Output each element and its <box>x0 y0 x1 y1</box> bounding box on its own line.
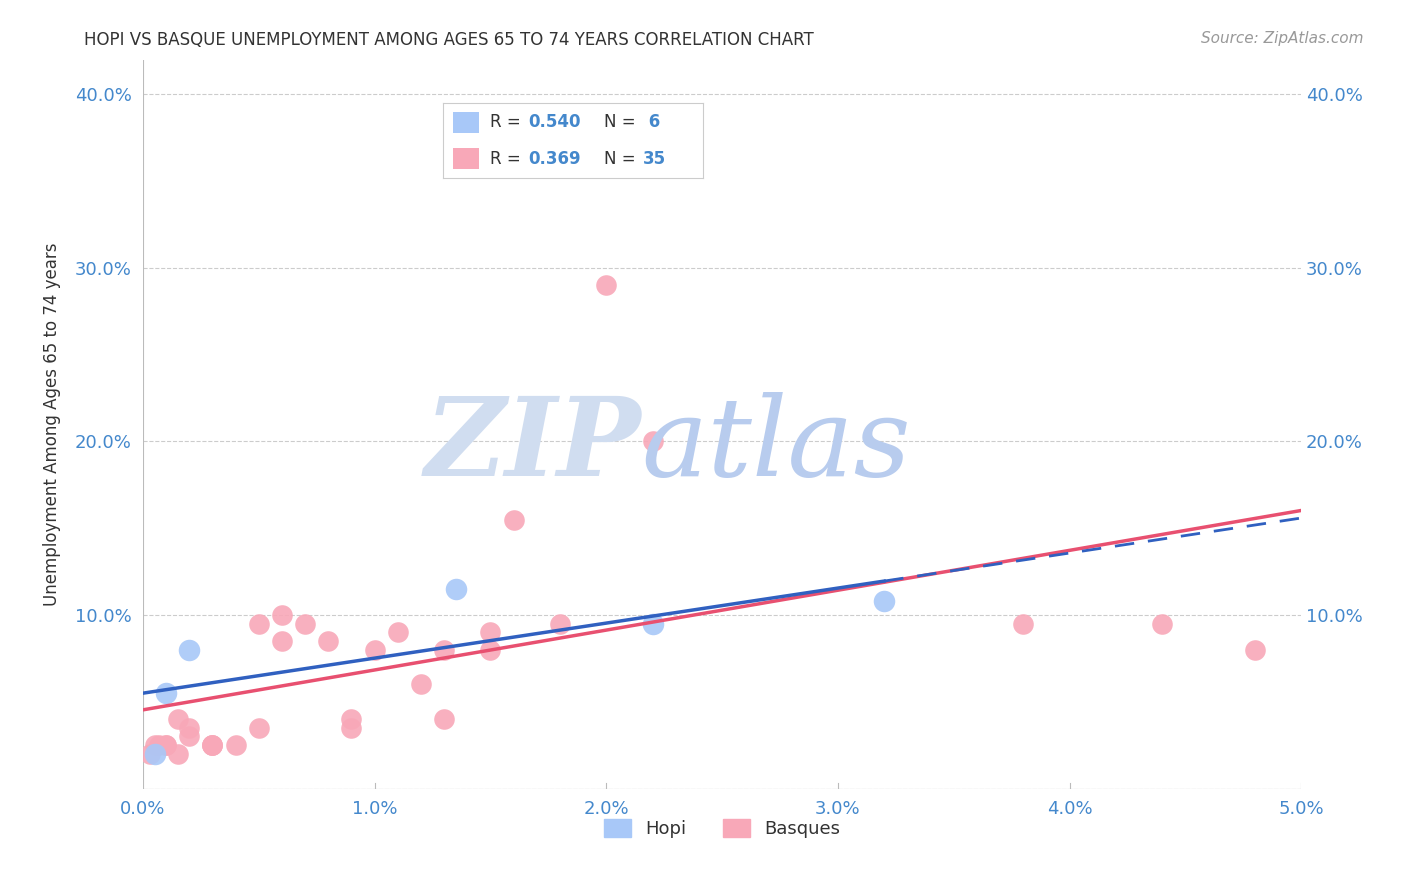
Point <box>1152 616 1174 631</box>
Text: N =: N = <box>605 150 641 168</box>
Legend: Hopi, Basques: Hopi, Basques <box>596 812 848 845</box>
Text: HOPI VS BASQUE UNEMPLOYMENT AMONG AGES 65 TO 74 YEARS CORRELATION CHART: HOPI VS BASQUE UNEMPLOYMENT AMONG AGES 6… <box>84 31 814 49</box>
Text: N =: N = <box>605 113 641 131</box>
Text: R =: R = <box>489 113 526 131</box>
Bar <box>453 112 479 133</box>
Point <box>641 616 664 631</box>
Text: 0.369: 0.369 <box>529 150 581 168</box>
Point <box>316 634 339 648</box>
Point <box>409 677 432 691</box>
Point <box>548 616 571 631</box>
Text: Source: ZipAtlas.com: Source: ZipAtlas.com <box>1201 31 1364 46</box>
Point <box>595 278 617 293</box>
Point <box>387 625 409 640</box>
Point <box>479 625 502 640</box>
Point <box>201 738 224 752</box>
Point <box>873 594 896 608</box>
Point <box>340 721 363 735</box>
Point <box>363 642 385 657</box>
Y-axis label: Unemployment Among Ages 65 to 74 years: Unemployment Among Ages 65 to 74 years <box>44 243 60 606</box>
Bar <box>453 148 479 169</box>
Point <box>143 738 166 752</box>
Point <box>1243 642 1265 657</box>
Point <box>271 607 294 622</box>
Point <box>502 512 524 526</box>
Point <box>166 712 188 726</box>
Text: ZIP: ZIP <box>425 392 641 500</box>
Point <box>155 686 177 700</box>
Text: atlas: atlas <box>641 392 911 500</box>
Point <box>1012 616 1035 631</box>
Point <box>201 738 224 752</box>
Point <box>179 721 201 735</box>
Point <box>148 738 170 752</box>
Point <box>294 616 316 631</box>
Point <box>179 642 201 657</box>
Point <box>143 747 166 761</box>
Text: 6: 6 <box>643 113 661 131</box>
Point <box>225 738 247 752</box>
Text: R =: R = <box>489 150 526 168</box>
Point <box>201 738 224 752</box>
Text: 35: 35 <box>643 150 666 168</box>
Point <box>247 721 270 735</box>
Point <box>247 616 270 631</box>
Point <box>179 730 201 744</box>
Point <box>433 642 456 657</box>
Point <box>139 747 162 761</box>
Point <box>166 747 188 761</box>
Point <box>155 738 177 752</box>
Point <box>155 738 177 752</box>
Point <box>433 712 456 726</box>
Point <box>271 634 294 648</box>
Point <box>340 712 363 726</box>
Point <box>479 642 502 657</box>
Point <box>641 434 664 449</box>
Text: 0.540: 0.540 <box>529 113 581 131</box>
Point <box>444 582 467 596</box>
